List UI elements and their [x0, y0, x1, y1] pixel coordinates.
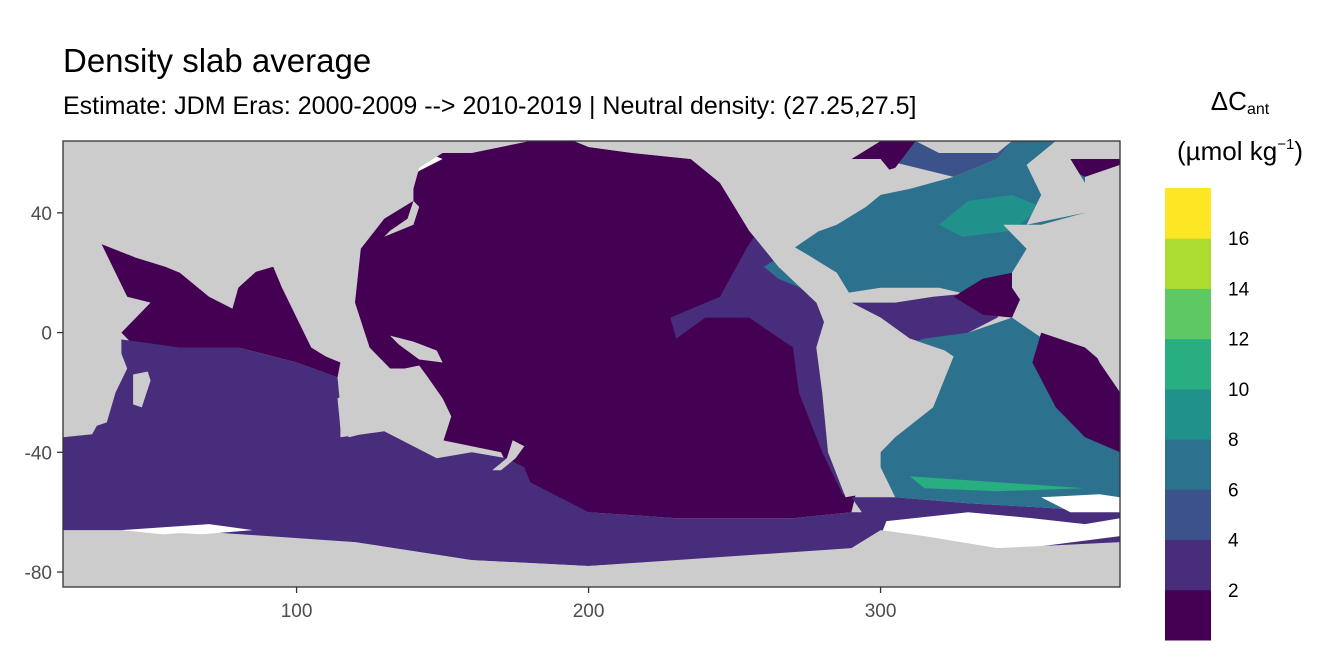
land-north-america: [574, 141, 896, 309]
land-antarctica: [63, 530, 1120, 587]
land-south-america: [816, 302, 954, 498]
legend-bin: [1165, 539, 1211, 591]
ocean-region-atlantic-east-south: [1032, 332, 1120, 453]
panel-border: [62, 140, 1121, 588]
legend-title: ΔCant: [1210, 86, 1270, 118]
legend-bin: [1165, 188, 1211, 239]
ocean-region-atlantic-south-core: [909, 476, 1085, 492]
ocean-region-indian-south: [63, 338, 881, 566]
legend-bin: [1165, 439, 1211, 490]
legend-colorbar: 2 4 6 8 10 12 14 16: [1165, 188, 1250, 641]
ocean-region-indian-north: [98, 242, 341, 378]
chart-subtitle: Estimate: JDM Eras: 2000-2009 --> 2010-2…: [63, 92, 917, 120]
legend-bin: [1165, 288, 1211, 340]
land-africa-west: [1003, 224, 1120, 393]
no-data-ross-edge: [121, 524, 253, 537]
x-tick-label: 100: [281, 601, 313, 622]
no-data-sea-of-okhotsk: [398, 153, 443, 189]
legend-break-label: 14: [1228, 279, 1250, 300]
ocean-region-atlantic-east-dark: [953, 272, 1027, 318]
x-tick-label: 300: [865, 601, 897, 622]
legend-break-label: 16: [1228, 229, 1249, 250]
legend-break-label: 12: [1228, 330, 1249, 351]
legend-bin: [1165, 238, 1211, 289]
legend-unit: (µmol kg−1): [1177, 136, 1303, 166]
land-new-guinea: [390, 335, 443, 363]
land-europe-west: [1026, 141, 1120, 225]
legend-break-label: 8: [1228, 430, 1239, 451]
x-tick-label: 200: [573, 601, 605, 622]
legend-bin: [1165, 489, 1211, 541]
y-tick-label: -40: [25, 443, 52, 464]
legend-break-label: 2: [1228, 581, 1239, 602]
y-tick-label: 0: [41, 324, 52, 345]
land-greenland: [915, 141, 1012, 153]
land-madagascar: [133, 371, 151, 408]
land-africa-east: [63, 227, 151, 438]
chart-title: Density slab average: [63, 42, 372, 79]
plot-panel: [62, 140, 1121, 588]
land-australia: [337, 365, 452, 447]
legend-break-label: 6: [1228, 480, 1239, 501]
land-eurasia: [63, 141, 501, 327]
legend-bin: [1165, 338, 1211, 390]
legend-break-label: 10: [1228, 380, 1249, 401]
legend-bin: [1165, 388, 1211, 440]
legend-bin: [1165, 589, 1211, 641]
y-tick-label: -80: [25, 563, 52, 584]
ocean-region-pacific: [355, 141, 858, 519]
no-data-south-atlantic-east: [1041, 494, 1120, 513]
land-new-zealand: [492, 440, 525, 471]
legend-break-label: 4: [1228, 531, 1239, 552]
land-japan: [384, 200, 420, 237]
land-borneo: [322, 314, 350, 345]
y-tick-label: 40: [31, 204, 52, 225]
ocean-region-atlantic-north: [763, 141, 1085, 303]
